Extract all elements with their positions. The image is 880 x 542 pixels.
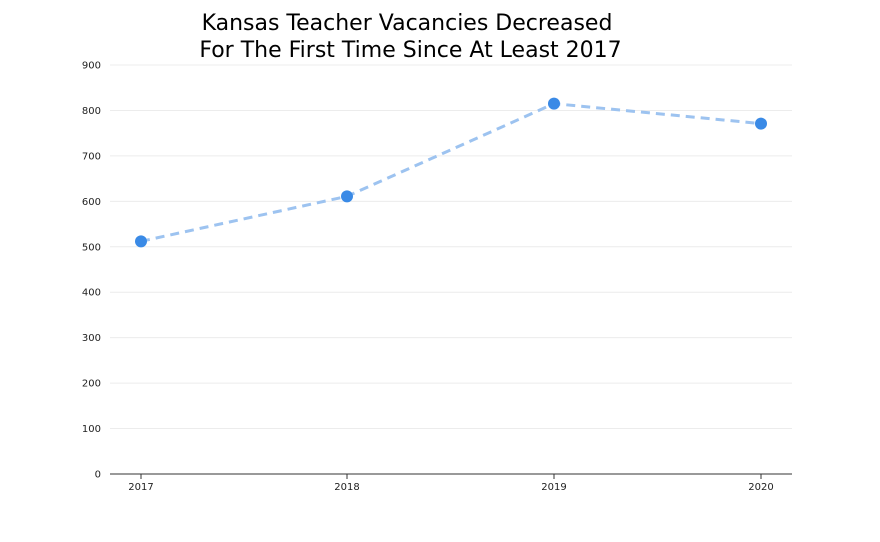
y-tick-label: 900 [82,61,101,72]
y-tick-label: 800 [82,106,101,117]
series-line [140,102,762,243]
data-point [548,97,560,110]
data-point [755,117,767,130]
y-tick-label: 100 [82,424,101,435]
chart-title: Kansas Teacher Vacancies Decreased For T… [0,10,814,64]
y-tick-label: 200 [82,379,101,390]
y-tick-label: 700 [82,151,101,162]
x-tick-label: 2019 [541,482,566,493]
x-tick-label: 2017 [128,482,153,493]
chart-title-line-2: For The First Time Since At Least 2017 [192,38,622,63]
x-tick-label: 2018 [334,482,359,493]
data-point [341,190,353,203]
y-tick-label: 400 [82,288,101,299]
data-point [135,235,147,248]
y-tick-label: 300 [82,333,101,344]
y-tick-label: 500 [82,242,101,253]
x-tick-label: 2020 [748,482,773,493]
y-tick-label: 0 [95,470,101,481]
y-tick-label: 600 [82,197,101,208]
chart-title-line-1: Kansas Teacher Vacancies Decreased [201,11,613,36]
